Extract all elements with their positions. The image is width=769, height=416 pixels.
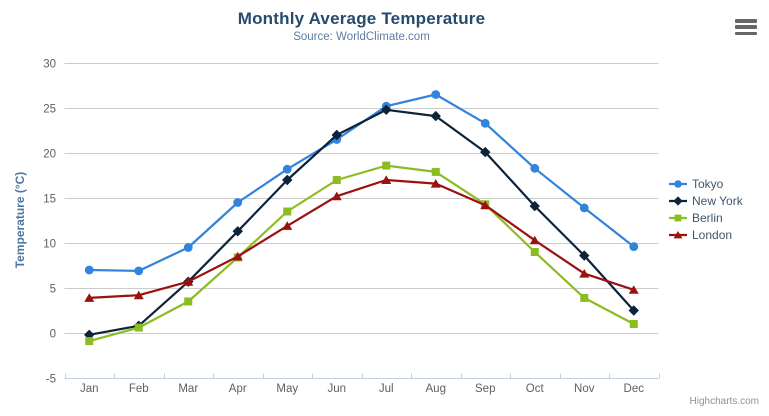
y-axis-label: 0 [50, 329, 56, 341]
x-axis: Jan Feb Mar Apr May Jun Jul Aug Sep Oct Nov Dec [64, 373, 660, 395]
data-point[interactable] [183, 277, 194, 286]
data-point[interactable] [282, 221, 293, 230]
data-point[interactable] [629, 242, 639, 252]
data-point[interactable] [331, 129, 342, 141]
data-point[interactable] [84, 293, 95, 302]
series-new-york[interactable] [84, 104, 639, 340]
credits-link[interactable]: Highcharts.com [689, 396, 759, 407]
x-axis-label: May [276, 383, 298, 395]
data-point[interactable] [673, 230, 683, 238]
x-axis-label: Jul [379, 383, 394, 395]
data-point[interactable] [673, 195, 683, 206]
data-point[interactable] [530, 248, 539, 256]
data-point[interactable] [184, 297, 193, 306]
x-axis-label: Aug [426, 383, 446, 395]
x-axis-label: Sep [475, 383, 495, 395]
y-axis-label: 25 [43, 104, 56, 116]
triangle-marker-icon [669, 230, 687, 238]
legend-label: Tokyo [692, 176, 724, 191]
legend-label: New York [692, 193, 743, 208]
data-point[interactable] [183, 243, 193, 252]
data-point[interactable] [628, 305, 639, 316]
data-point[interactable] [85, 337, 94, 346]
data-point[interactable] [529, 235, 540, 245]
data-point[interactable] [579, 269, 590, 278]
data-point[interactable] [134, 266, 144, 276]
y-axis-label: -5 [46, 374, 56, 386]
legend-label: London [692, 227, 733, 242]
y-axis-label: 10 [43, 239, 56, 251]
y-axis-title: Temperature (°C) [13, 172, 27, 269]
x-axis-label: Mar [178, 383, 198, 395]
x-axis-label: Oct [526, 383, 545, 395]
y-axis-label: 5 [50, 284, 56, 296]
x-axis-label: Jun [327, 383, 346, 395]
data-point[interactable] [134, 323, 143, 332]
data-point[interactable] [530, 163, 540, 173]
series-london[interactable] [84, 175, 639, 302]
x-axis-label: Apr [229, 383, 247, 395]
data-point[interactable] [84, 265, 94, 275]
data-point[interactable] [233, 198, 243, 207]
data-point[interactable] [430, 110, 441, 122]
data-point[interactable] [529, 200, 540, 212]
gridlines: -5 0 5 10 15 20 25 30 [43, 59, 659, 386]
chart-subtitle: Source: WorldClimate.com [293, 31, 430, 43]
x-axis-label: Nov [574, 383, 595, 395]
legend-item-tokyo[interactable]: Tokyo [669, 176, 743, 191]
data-point[interactable] [332, 176, 341, 184]
chart-title: Monthly Average Temperature [237, 9, 486, 28]
data-point[interactable] [629, 320, 638, 328]
legend-item-london[interactable]: London [669, 227, 743, 242]
data-point[interactable] [283, 207, 292, 216]
data-point[interactable] [674, 179, 682, 188]
data-point[interactable] [431, 167, 440, 176]
x-axis-label: Feb [129, 383, 149, 395]
export-menu-button[interactable] [735, 19, 757, 35]
legend: Tokyo New York Berlin London [669, 176, 743, 242]
square-marker-icon [669, 214, 687, 221]
data-point[interactable] [580, 293, 589, 302]
data-point[interactable] [282, 174, 293, 186]
x-axis-label: Dec [624, 383, 645, 395]
data-point[interactable] [430, 179, 441, 188]
data-point[interactable] [480, 146, 491, 158]
data-point[interactable] [480, 200, 491, 210]
data-point[interactable] [381, 175, 392, 184]
data-point[interactable] [232, 226, 243, 237]
data-point[interactable] [628, 285, 639, 294]
circle-marker-icon [669, 179, 687, 188]
data-point[interactable] [282, 164, 292, 174]
y-axis-label: 15 [43, 194, 56, 206]
diamond-marker-icon [669, 195, 687, 206]
legend-item-new-york[interactable]: New York [669, 193, 743, 208]
y-axis-label: 20 [43, 149, 56, 161]
data-point[interactable] [579, 250, 590, 261]
legend-item-berlin[interactable]: Berlin [669, 210, 743, 225]
data-point[interactable] [579, 203, 589, 213]
hamburger-icon [735, 31, 757, 35]
x-axis-label: Jan [80, 383, 99, 395]
legend-label: Berlin [692, 210, 723, 225]
data-point[interactable] [431, 90, 441, 99]
data-point[interactable] [331, 191, 342, 201]
data-point[interactable] [232, 251, 243, 261]
data-point[interactable] [133, 290, 144, 300]
hamburger-icon [735, 19, 757, 23]
hamburger-icon [735, 25, 757, 29]
data-point[interactable] [674, 214, 682, 221]
y-axis-label: 30 [43, 59, 56, 71]
data-point[interactable] [480, 118, 490, 128]
data-point[interactable] [381, 104, 392, 115]
data-point[interactable] [382, 161, 391, 170]
series-tokyo[interactable] [84, 90, 639, 276]
